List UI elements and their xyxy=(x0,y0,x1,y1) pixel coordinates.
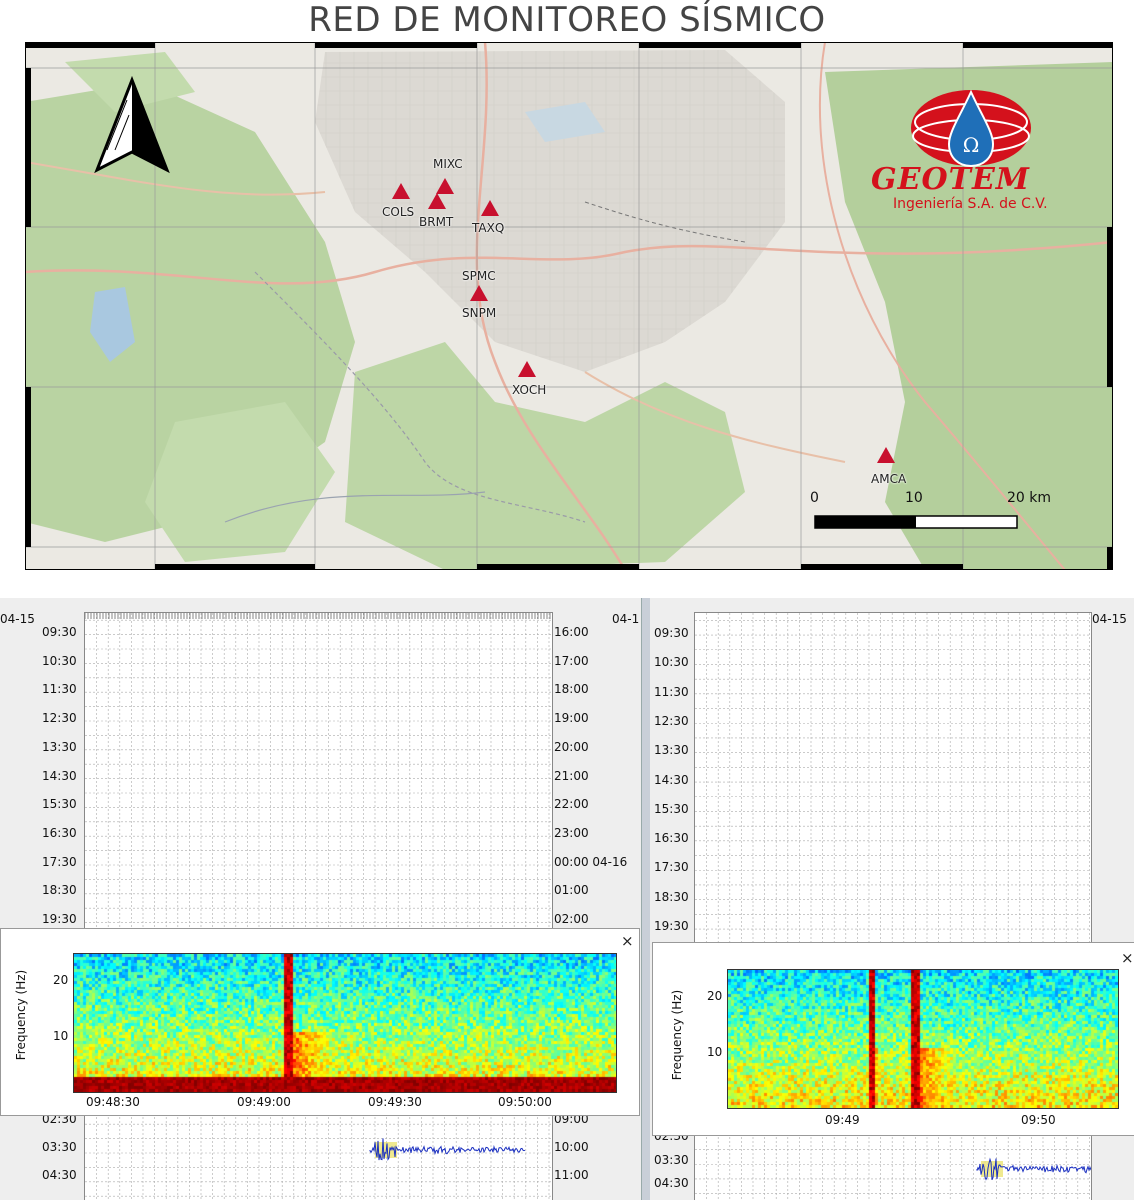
station-triangle-icon xyxy=(428,193,446,209)
station-label: SNPM xyxy=(462,306,496,320)
station-triangle-icon xyxy=(877,447,895,463)
helicorder-time-label: 12:30 xyxy=(654,714,689,728)
spectrogram-right-window[interactable]: × Frequency (Hz) 20 10 09:49 09:50 xyxy=(652,942,1134,1136)
spectrogram-left-xtick: 09:49:30 xyxy=(368,1095,422,1109)
helicorder-time-label: 19:30 xyxy=(42,912,77,926)
station-label: AMCA xyxy=(871,472,906,486)
helicorder-time-label: 11:00 xyxy=(554,1168,589,1182)
helicorder-time-label: 19:00 xyxy=(554,711,589,725)
station-triangle-icon xyxy=(518,361,536,377)
logo-name: GEOTEM xyxy=(871,162,1030,197)
helicorder-time-label: 17:30 xyxy=(654,860,689,874)
helicorder-time-label: 18:30 xyxy=(654,890,689,904)
helicorder-time-label: 00:00 04-16 xyxy=(554,855,627,869)
spectrogram-left-ytick: 10 xyxy=(53,1029,68,1043)
helicorder-time-label: 15:30 xyxy=(654,802,689,816)
helicorder-time-label: 11:30 xyxy=(42,682,77,696)
spectrogram-left-window[interactable]: × Frequency (Hz) 20 10 09:48:30 09:49:00… xyxy=(0,928,640,1116)
spectrogram-left-xtick: 09:49:00 xyxy=(237,1095,291,1109)
helicorder-time-label: 18:00 xyxy=(554,682,589,696)
page-title: RED DE MONITOREO SÍSMICO xyxy=(0,0,1134,40)
helicorder-left-date-right: 04-1 xyxy=(612,612,639,626)
map-canvas: Ω xyxy=(25,42,1113,570)
helicorder-time-label: 18:30 xyxy=(42,883,77,897)
helicorder-time-label: 17:00 xyxy=(554,654,589,668)
spectrogram-right-ytick: 10 xyxy=(707,1045,722,1059)
seismic-map[interactable]: Ω COLS MIXC BRMT TAXQ SPMC SNPM XOCH AMC… xyxy=(25,42,1113,570)
helicorder-time-label: 16:00 xyxy=(554,625,589,639)
station-triangle-icon xyxy=(392,183,410,199)
helicorder-time-label: 09:30 xyxy=(42,625,77,639)
scale-label-20: 20 km xyxy=(1007,490,1051,506)
station-label: XOCH xyxy=(512,383,546,397)
helicorder-time-label: 13:30 xyxy=(654,743,689,757)
helicorder-time-label: 13:30 xyxy=(42,740,77,754)
spectrogram-left-xtick: 09:48:30 xyxy=(86,1095,140,1109)
helicorder-time-label: 04:30 xyxy=(654,1176,689,1190)
helicorder-time-label: 01:00 xyxy=(554,883,589,897)
station-triangle-icon xyxy=(436,178,454,194)
station-label: SPMC xyxy=(462,269,496,283)
spectrogram-right-xtick: 09:50 xyxy=(1021,1113,1056,1127)
scale-label-0: 0 xyxy=(810,490,819,506)
scale-label-10: 10 xyxy=(905,490,923,506)
station-triangle-icon xyxy=(470,285,488,301)
spectrogram-left-ytick: 20 xyxy=(53,973,68,987)
helicorder-time-label: 17:30 xyxy=(42,855,77,869)
spectrogram-right-xtick: 09:49 xyxy=(825,1113,860,1127)
helicorder-right-date: 04-15 xyxy=(1092,612,1127,626)
helicorder-time-label: 11:30 xyxy=(654,685,689,699)
helicorder-time-label: 10:30 xyxy=(654,655,689,669)
helicorder-time-label: 03:30 xyxy=(42,1140,77,1154)
station-triangle-icon xyxy=(481,200,499,216)
station-label: COLS xyxy=(382,205,414,219)
spectrogram-right-ytick: 20 xyxy=(707,989,722,1003)
helicorder-time-label: 19:30 xyxy=(654,919,689,933)
logo-subtitle: Ingeniería S.A. de C.V. xyxy=(893,196,1048,212)
svg-text:Ω: Ω xyxy=(963,133,980,157)
helicorder-time-label: 14:30 xyxy=(654,773,689,787)
helicorder-time-label: 03:30 xyxy=(654,1153,689,1167)
spectrogram-left-ylabel: Frequency (Hz) xyxy=(14,970,28,1061)
helicorder-time-label: 16:30 xyxy=(42,826,77,840)
helicorder-time-label: 15:30 xyxy=(42,797,77,811)
geotem-logo-icon: Ω xyxy=(911,90,1031,166)
station-label: TAXQ xyxy=(472,221,504,235)
helicorder-time-label: 09:30 xyxy=(654,626,689,640)
spectrogram-left-image xyxy=(73,953,617,1093)
station-label: BRMT xyxy=(419,215,453,229)
spectrogram-right-ylabel: Frequency (Hz) xyxy=(670,990,684,1081)
helicorder-time-label: 14:30 xyxy=(42,769,77,783)
helicorder-time-label: 12:30 xyxy=(42,711,77,725)
spectrogram-right-image xyxy=(727,969,1119,1109)
helicorder-time-label: 20:00 xyxy=(554,740,589,754)
helicorder-time-label: 16:30 xyxy=(654,831,689,845)
helicorder-time-label: 21:00 xyxy=(554,769,589,783)
station-label: MIXC xyxy=(433,157,463,171)
helicorder-time-label: 02:00 xyxy=(554,912,589,926)
helicorder-time-label: 23:00 xyxy=(554,826,589,840)
helicorder-time-label: 10:30 xyxy=(42,654,77,668)
helicorder-left-date: 04-15 xyxy=(0,612,35,626)
helicorder-time-label: 22:00 xyxy=(554,797,589,811)
helicorder-time-label: 04:30 xyxy=(42,1168,77,1182)
spectrogram-left-xtick: 09:50:00 xyxy=(498,1095,552,1109)
scale-bar xyxy=(815,516,1017,528)
helicorder-time-label: 10:00 xyxy=(554,1140,589,1154)
